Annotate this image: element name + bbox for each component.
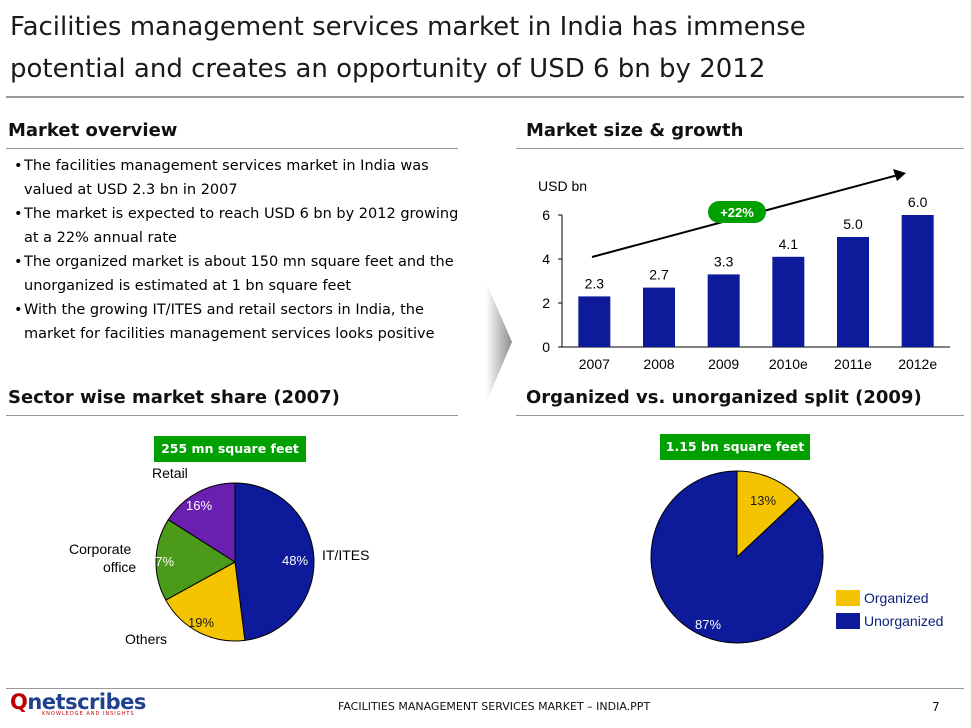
growth-rate-badge: +22% — [720, 205, 754, 220]
category-label-corporate: Corporate — [69, 541, 131, 557]
split-area-badge: 1.15 bn square feet — [660, 434, 810, 460]
y-tick-label: 2 — [542, 295, 550, 311]
org-split-pie-chart: 13% 87% — [650, 470, 824, 644]
y-tick-label: 4 — [542, 251, 550, 267]
split-divider — [516, 415, 964, 416]
bar-value-label: 2.7 — [649, 267, 669, 283]
bullet-item: • With the growing IT/ITES and retail sec… — [14, 302, 435, 342]
category-label-corporate-2: office — [103, 559, 136, 575]
bar-2012e — [901, 215, 934, 347]
x-tick-label: 2007 — [579, 356, 610, 372]
pie-slice-corporate-office — [155, 518, 236, 601]
title-line-2: potential and creates an opportunity of … — [10, 54, 766, 84]
overview-divider — [6, 148, 458, 149]
page-number: 7 — [932, 700, 940, 714]
overview-bullets: • The facilities management services mark… — [14, 154, 464, 346]
pie-slice-organized — [736, 470, 801, 559]
sector-area-badge: 255 mn square feet — [154, 436, 306, 462]
bar-value-label: 2.3 — [585, 275, 605, 291]
bar-value-label: 4.1 — [779, 236, 799, 252]
pie-slice-label: 87% — [695, 617, 721, 632]
sector-share-pie-chart: 48% 19% 17% 16% IT/ITES Others Corporate… — [69, 465, 369, 647]
footer-divider — [6, 688, 964, 689]
bullet-item: • The market is expected to reach USD 6 b… — [14, 206, 459, 246]
bar-2011e — [837, 237, 869, 347]
category-label-others: Others — [125, 631, 167, 647]
chevron-arrow-icon — [486, 282, 512, 403]
growth-divider — [516, 148, 964, 149]
x-tick-label: 2008 — [643, 356, 674, 372]
x-tick-label: 2009 — [708, 356, 739, 372]
bar-value-label: 5.0 — [843, 216, 863, 232]
growth-arrowhead — [893, 169, 906, 181]
pie-slice-others — [165, 561, 246, 642]
bar-2009 — [707, 274, 740, 347]
sector-share-heading: Sector wise market share (2007) — [8, 387, 340, 408]
bullet-item: • The organized market is about 150 mn sq… — [14, 254, 454, 294]
title-line-1: Facilities management services market in… — [10, 12, 806, 42]
legend-label-unorganized: Unorganized — [864, 613, 944, 629]
pie-slice-it-ites — [234, 482, 315, 641]
bar-2008 — [643, 287, 675, 347]
bar-2007 — [578, 296, 611, 347]
bar-2010e — [772, 256, 805, 347]
y-tick-label: 0 — [542, 339, 550, 355]
sector-divider — [6, 415, 458, 416]
bar-value-label: 6.0 — [908, 194, 928, 210]
y-axis-unit-label: USD bn — [538, 178, 587, 194]
bullet-item: • The facilities management services mark… — [14, 158, 429, 198]
footer-doc-title: FACILITIES MANAGEMENT SERVICES MARKET – … — [338, 700, 651, 713]
pie-slice-unorganized — [650, 470, 824, 644]
bar-value-label: 3.3 — [714, 253, 734, 269]
legend-label-organized: Organized — [864, 590, 929, 606]
pie-slice-label: 16% — [186, 498, 212, 513]
x-tick-label: 2012e — [898, 356, 937, 372]
pie-slice-label: 19% — [188, 615, 214, 630]
category-label-it: IT/ITES — [322, 547, 369, 563]
x-tick-label: 2011e — [834, 356, 872, 372]
market-growth-heading: Market size & growth — [526, 120, 744, 141]
market-overview-heading: Market overview — [8, 120, 178, 141]
growth-rate-badge-bg — [708, 201, 766, 223]
netscribes-logo: Qnetscribes — [10, 690, 146, 714]
title-divider — [6, 96, 964, 98]
x-tick-label: 2010e — [769, 356, 808, 372]
pie-slice-label: 17% — [148, 554, 174, 569]
page-title: Facilities management services market in… — [10, 6, 960, 90]
category-label-retail: Retail — [152, 465, 188, 481]
pie-slice-retail — [167, 482, 236, 563]
logo-tagline: KNOWLEDGE AND INSIGHTS — [42, 711, 135, 717]
market-size-bar-chart: USD bn 0 2 4 6 2.3 2.7 3.3 4.1 5.0 6.0 2007 2008 2… — [538, 169, 950, 372]
pie-slice-label: 48% — [282, 553, 308, 568]
y-tick-label: 6 — [542, 207, 550, 223]
legend-swatch-unorganized — [836, 613, 860, 629]
pie-slice-label: 13% — [750, 493, 776, 508]
split-heading: Organized vs. unorganized split (2009) — [526, 387, 922, 408]
legend-swatch-organized — [836, 590, 860, 606]
